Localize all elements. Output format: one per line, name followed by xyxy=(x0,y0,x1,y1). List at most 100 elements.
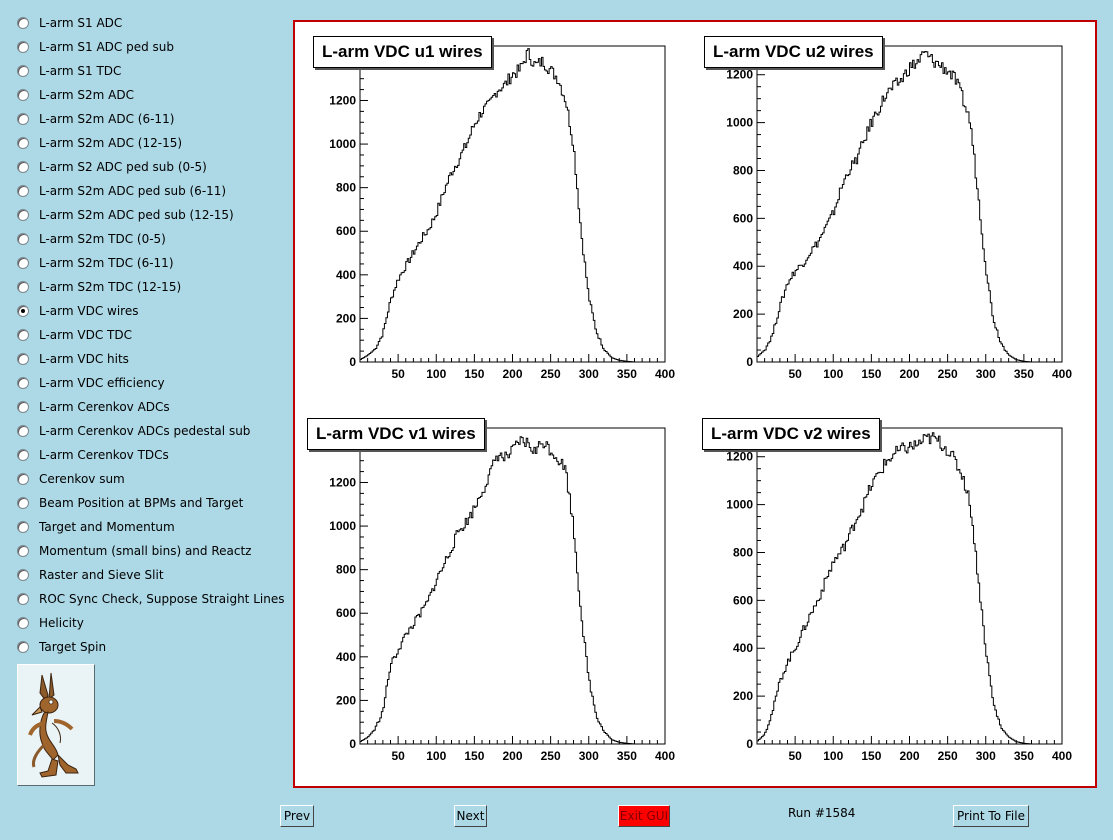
radio-checked-icon[interactable] xyxy=(17,305,29,317)
histogram-pad-v2[interactable]: 0 200 400 600 800 1000 1200 50 100 150 200 250 300 35… xyxy=(700,412,1092,782)
radio-item[interactable]: Target and Momentum xyxy=(16,517,175,537)
radio-unchecked-icon[interactable] xyxy=(17,257,29,269)
coyote-logo-icon xyxy=(28,672,79,778)
radio-unchecked-icon[interactable] xyxy=(17,617,29,629)
x-tick-label: 50 xyxy=(391,367,405,381)
radio-item[interactable]: L-arm S2m ADC xyxy=(16,85,134,105)
radio-unchecked-icon[interactable] xyxy=(17,41,29,53)
radio-item[interactable]: L-arm S2m ADC ped sub (12-15) xyxy=(16,205,234,225)
radio-item[interactable]: L-arm S2m ADC (12-15) xyxy=(16,133,182,153)
radio-unchecked-icon[interactable] xyxy=(17,473,29,485)
radio-unchecked-icon[interactable] xyxy=(17,233,29,245)
coyote-logo-button[interactable] xyxy=(17,664,95,786)
radio-item[interactable]: Beam Position at BPMs and Target xyxy=(16,493,243,513)
radio-unchecked-icon[interactable] xyxy=(17,353,29,365)
radio-label: L-arm S2 ADC ped sub (0-5) xyxy=(39,160,207,174)
y-tick-label: 1000 xyxy=(726,498,753,512)
next-button[interactable]: Next xyxy=(454,805,487,827)
histogram-pad-u2[interactable]: 0 200 400 600 800 1000 1200 50 100 150 200 250 300 35… xyxy=(700,30,1092,400)
radio-item[interactable]: Target Spin xyxy=(16,637,106,657)
run-number-label: Run #1584 xyxy=(788,806,856,820)
radio-item[interactable]: L-arm Cerenkov ADCs xyxy=(16,397,170,417)
radio-label: L-arm S2m ADC ped sub (6-11) xyxy=(39,184,227,198)
radio-label: Cerenkov sum xyxy=(39,472,125,486)
radio-item[interactable]: L-arm Cerenkov ADCs pedestal sub xyxy=(16,421,250,441)
radio-unchecked-icon[interactable] xyxy=(17,161,29,173)
radio-unchecked-icon[interactable] xyxy=(17,89,29,101)
radio-item[interactable]: L-arm S2m ADC ped sub (6-11) xyxy=(16,181,226,201)
radio-unchecked-icon[interactable] xyxy=(17,281,29,293)
y-tick-label: 600 xyxy=(733,593,753,607)
radio-unchecked-icon[interactable] xyxy=(17,17,29,29)
radio-unchecked-icon[interactable] xyxy=(17,113,29,125)
radio-item[interactable]: L-arm S1 TDC xyxy=(16,61,121,81)
x-tick-label: 250 xyxy=(541,749,561,763)
radio-item[interactable]: ROC Sync Check, Suppose Straight Lines xyxy=(16,589,284,609)
x-tick-label: 50 xyxy=(788,367,802,381)
y-tick-label: 1200 xyxy=(329,93,356,107)
radio-item[interactable]: L-arm VDC efficiency xyxy=(16,373,165,393)
radio-label: L-arm S2m ADC (6-11) xyxy=(39,112,175,126)
radio-item[interactable]: L-arm VDC TDC xyxy=(16,325,132,345)
y-tick-label: 600 xyxy=(336,606,356,620)
radio-item[interactable]: Helicity xyxy=(16,613,84,633)
radio-item[interactable]: L-arm VDC hits xyxy=(16,349,129,369)
radio-label: L-arm S2m ADC (12-15) xyxy=(39,136,183,150)
radio-unchecked-icon[interactable] xyxy=(17,185,29,197)
y-tick-label: 400 xyxy=(733,259,753,273)
prev-button[interactable]: Prev xyxy=(280,805,314,827)
radio-item[interactable]: L-arm S2m ADC (6-11) xyxy=(16,109,174,129)
radio-label: Raster and Sieve Slit xyxy=(39,568,164,582)
radio-unchecked-icon[interactable] xyxy=(17,593,29,605)
radio-label: L-arm VDC efficiency xyxy=(39,376,165,390)
radio-unchecked-icon[interactable] xyxy=(17,425,29,437)
y-tick-label: 0 xyxy=(746,737,753,751)
x-tick-label: 250 xyxy=(938,367,958,381)
x-tick-label: 400 xyxy=(655,367,675,381)
x-tick-label: 100 xyxy=(823,367,843,381)
histogram-chart-u1: 0200400600800100012001400501001502002503… xyxy=(329,45,675,381)
histogram-title-u1: L-arm VDC u1 wires xyxy=(313,36,492,68)
y-tick-label: 400 xyxy=(336,268,356,282)
radio-label: L-arm VDC TDC xyxy=(39,328,132,342)
radio-item[interactable]: Momentum (small bins) and Reactz xyxy=(16,541,251,561)
radio-item[interactable]: L-arm S1 ADC xyxy=(16,13,122,33)
radio-label: Momentum (small bins) and Reactz xyxy=(39,544,252,558)
radio-unchecked-icon[interactable] xyxy=(17,521,29,533)
histogram-canvas[interactable]: 0200400600800100012001400501001502002503… xyxy=(293,20,1097,788)
radio-item[interactable]: L-arm S2 ADC ped sub (0-5) xyxy=(16,157,207,177)
radio-unchecked-icon[interactable] xyxy=(17,497,29,509)
radio-unchecked-icon[interactable] xyxy=(17,401,29,413)
radio-item[interactable]: Raster and Sieve Slit xyxy=(16,565,164,585)
exit-gui-button[interactable]: Exit GUI xyxy=(618,805,670,827)
print-to-file-button[interactable]: Print To File xyxy=(953,805,1029,827)
radio-item[interactable]: L-arm Cerenkov TDCs xyxy=(16,445,169,465)
radio-label: L-arm S2m TDC (12-15) xyxy=(39,280,182,294)
radio-unchecked-icon[interactable] xyxy=(17,545,29,557)
radio-unchecked-icon[interactable] xyxy=(17,329,29,341)
radio-unchecked-icon[interactable] xyxy=(17,641,29,653)
histogram-pad-v1[interactable]: 0 200 400 600 800 1000 1200 50 100 150 200 250 300 35… xyxy=(303,412,695,782)
radio-item[interactable]: L-arm S1 ADC ped sub xyxy=(16,37,174,57)
radio-item[interactable]: L-arm VDC wires xyxy=(16,301,138,321)
x-tick-label: 300 xyxy=(579,367,599,381)
radio-item[interactable]: L-arm S2m TDC (0-5) xyxy=(16,229,166,249)
radio-item[interactable]: L-arm S2m TDC (12-15) xyxy=(16,277,181,297)
x-tick-label: 150 xyxy=(464,367,484,381)
radio-item[interactable]: L-arm S2m TDC (6-11) xyxy=(16,253,174,273)
radio-unchecked-icon[interactable] xyxy=(17,65,29,77)
radio-unchecked-icon[interactable] xyxy=(17,449,29,461)
radio-unchecked-icon[interactable] xyxy=(17,569,29,581)
radio-unchecked-icon[interactable] xyxy=(17,209,29,221)
histogram-pad-u1[interactable]: 0200400600800100012001400501001502002503… xyxy=(303,30,695,400)
histogram-chart-v1: 0 200 400 600 800 1000 1200 50 100 150 200 250 300 35… xyxy=(329,427,675,763)
x-tick-label: 100 xyxy=(426,749,446,763)
radio-item[interactable]: Cerenkov sum xyxy=(16,469,125,489)
radio-unchecked-icon[interactable] xyxy=(17,137,29,149)
radio-unchecked-icon[interactable] xyxy=(17,377,29,389)
x-tick-label: 200 xyxy=(899,367,919,381)
x-tick-label: 350 xyxy=(1014,749,1034,763)
y-tick-label: 200 xyxy=(336,311,356,325)
x-tick-label: 250 xyxy=(541,367,561,381)
